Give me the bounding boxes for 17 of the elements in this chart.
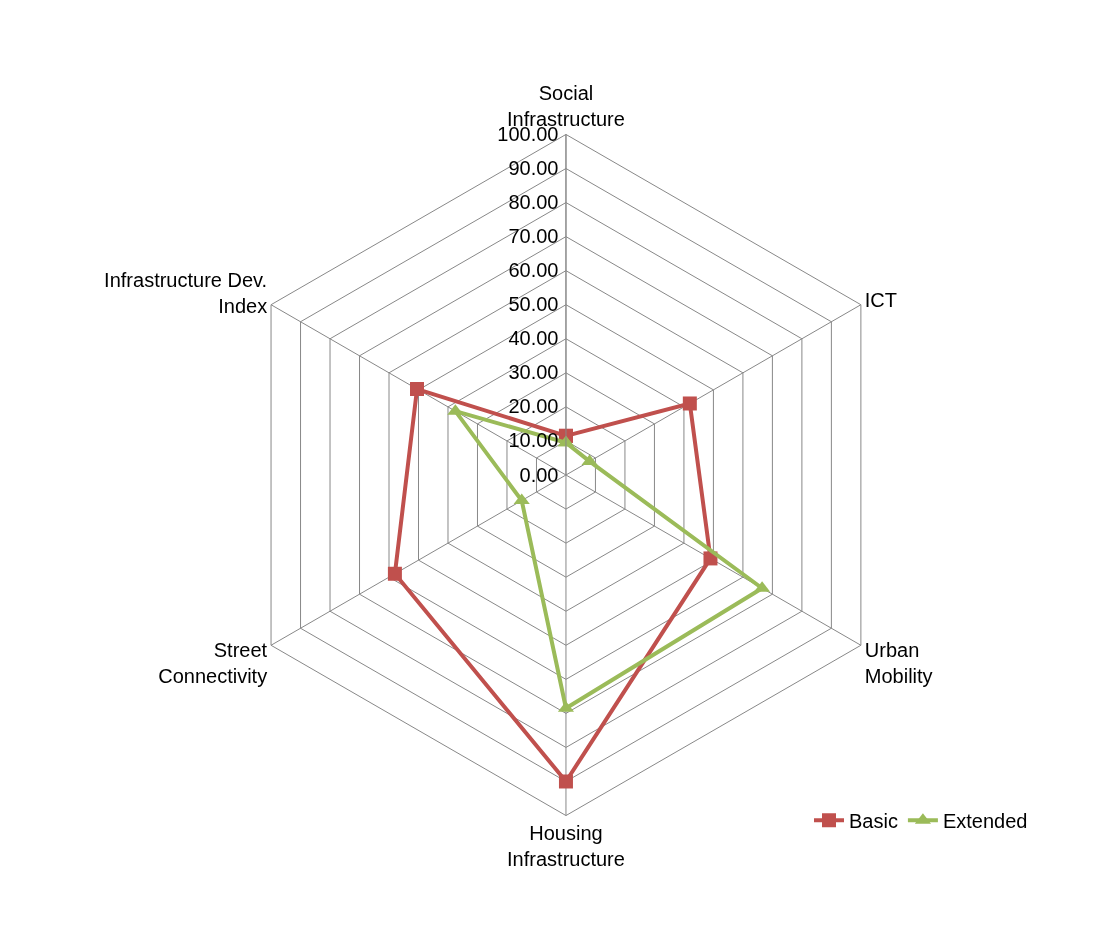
legend-label: Extended <box>942 810 1028 833</box>
spoke-label: Infrastructure Dev. Index <box>104 269 268 318</box>
spoke-label: Housing Infrastructure <box>507 822 625 871</box>
legend-label: Basic <box>849 810 898 833</box>
y-tick-label: 80.00 <box>508 191 559 214</box>
y-tick-label: 70.00 <box>508 225 559 248</box>
y-tick-label: 50.00 <box>508 293 559 316</box>
y-tick-label: 60.00 <box>508 259 559 282</box>
spoke-label: Urban Mobility <box>864 639 933 688</box>
spoke-label: Street Connectivity <box>158 639 268 688</box>
y-tick-label: 20.00 <box>508 395 559 418</box>
y-tick-label: 0.00 <box>519 463 559 486</box>
y-tick-label: 90.00 <box>508 157 559 180</box>
y-tick-label: 30.00 <box>508 361 559 384</box>
y-tick-label: 40.00 <box>508 327 559 350</box>
y-tick-label: 10.00 <box>508 429 559 452</box>
spoke-label: ICT <box>864 288 897 311</box>
